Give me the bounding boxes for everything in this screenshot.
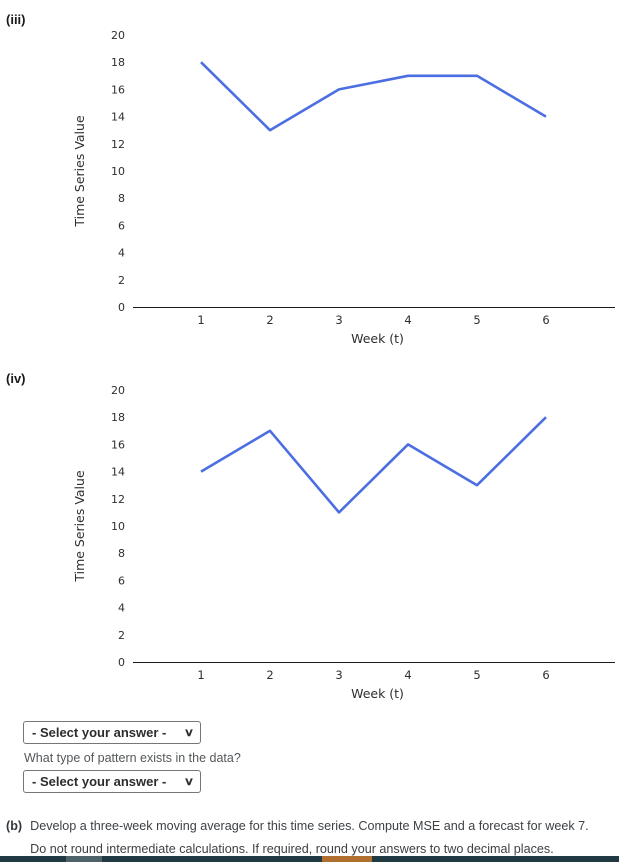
chart-text: 0 — [118, 656, 125, 669]
chart-text: 2 — [266, 313, 273, 327]
chart-text: 12 — [111, 493, 125, 506]
bottom-scrollbar — [0, 856, 619, 862]
chart-text: 18 — [111, 56, 125, 69]
chart-text: 2 — [118, 629, 125, 642]
chevron-down-icon: ∨ — [183, 727, 195, 739]
chart-text: 6 — [542, 668, 549, 682]
chart-text: 4 — [118, 247, 125, 260]
chart-text: Week (t) — [351, 686, 404, 701]
pattern-question: What type of pattern exists in the data? — [24, 751, 241, 765]
chart-text: Time Series Value — [72, 115, 87, 228]
chart-text: 4 — [404, 313, 411, 327]
chart-text: 20 — [111, 384, 125, 397]
chart-text: 16 — [111, 83, 125, 96]
chart-text: 10 — [111, 520, 125, 533]
chart-text: 14 — [111, 466, 125, 479]
chart-text: 4 — [404, 668, 411, 682]
part-b-instructions: (b) Develop a three-week moving average … — [6, 815, 606, 861]
scrollbar-thumb-gray[interactable] — [66, 856, 102, 862]
select-2-value: - Select your answer - — [32, 774, 167, 789]
part-b-line1: Develop a three-week moving average for … — [30, 819, 589, 833]
pattern-select-1[interactable]: - Select your answer - ∨ — [23, 721, 201, 744]
chart-text: 18 — [111, 411, 125, 424]
scrollbar-thumb-orange[interactable] — [322, 856, 372, 862]
chart-text: 14 — [111, 111, 125, 124]
chart-text: 16 — [111, 438, 125, 451]
select-1-value: - Select your answer - — [32, 725, 167, 740]
chart-text: 1 — [197, 668, 204, 682]
chart-text: 2 — [118, 274, 125, 287]
pattern-select-2[interactable]: - Select your answer - ∨ — [23, 770, 201, 793]
chevron-down-icon: ∨ — [183, 776, 195, 788]
series-line — [200, 416, 547, 514]
chart-text: 6 — [118, 574, 125, 587]
chart-text: 12 — [111, 138, 125, 151]
chart-text: 5 — [473, 313, 480, 327]
chart-text: 8 — [118, 192, 125, 205]
chart-text: 0 — [118, 301, 125, 314]
chart-text: 6 — [118, 219, 125, 232]
chart-text: 1 — [197, 313, 204, 327]
chart-text: 10 — [111, 165, 125, 178]
chart-iii-label: (iii) — [6, 12, 26, 27]
chart-text: 3 — [335, 313, 342, 327]
chart-text: Week (t) — [351, 331, 404, 346]
series-line — [200, 61, 547, 132]
chart-text: 20 — [111, 29, 125, 42]
part-b-text: Develop a three-week moving average for … — [30, 815, 589, 861]
chart-text: Time Series Value — [72, 470, 87, 583]
chart-text: 4 — [118, 602, 125, 615]
chart-text: 2 — [266, 668, 273, 682]
chart-text: 5 — [473, 668, 480, 682]
chart-iv-label: (iv) — [6, 371, 26, 386]
part-b-label: (b) — [6, 819, 23, 833]
chart-text: 6 — [542, 313, 549, 327]
chart-text: 3 — [335, 668, 342, 682]
part-b-line2: Do not round intermediate calculations. … — [30, 842, 554, 856]
chart-text: 8 — [118, 547, 125, 560]
